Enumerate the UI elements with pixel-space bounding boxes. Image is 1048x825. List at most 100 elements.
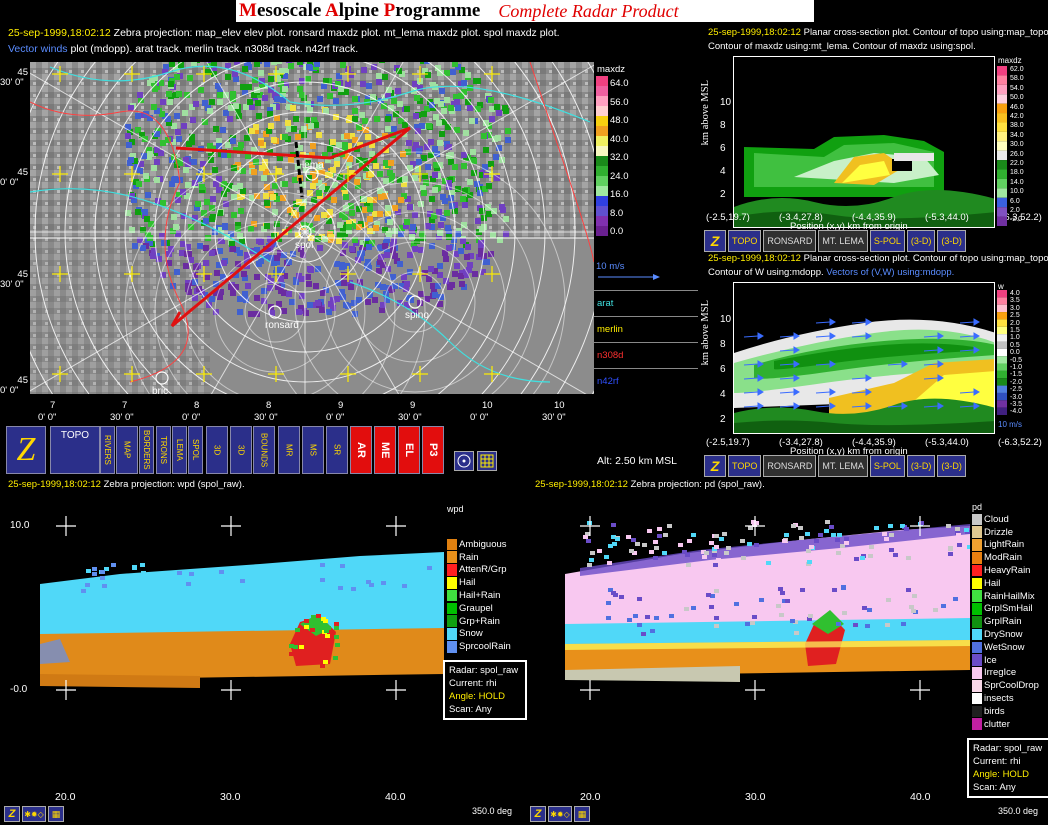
toolbar-button-borders[interactable]: BORDERS [139, 426, 154, 474]
scale-swatch [997, 312, 1007, 320]
map-vector-scale-label: 10 m/s [596, 261, 625, 272]
toolbar-button-me[interactable]: ME [374, 426, 396, 474]
xsec2-btn-4[interactable]: S-POL [869, 455, 905, 477]
toolbar-button-rivers[interactable]: RIVERS [100, 426, 115, 474]
rhi2-button-row: Z ✱✹◇ ▦ [530, 806, 590, 822]
rhi2-sun-button[interactable]: ✱✹◇ [548, 806, 572, 822]
track-legend-n42rf[interactable]: n42rf [597, 376, 619, 387]
rhi2-info-angle: Angle: HOLD [973, 769, 1029, 780]
scale-swatch [997, 188, 1007, 198]
xsec2-btn-2[interactable]: RONSARD [763, 455, 817, 477]
toolbar-button-spol[interactable]: SPOL [188, 426, 203, 474]
track-legend-arat[interactable]: arat [597, 298, 614, 309]
target-tool-button[interactable] [454, 451, 474, 471]
xs1legvals-value: 26.0 [1010, 150, 1024, 158]
legend-swatch [972, 513, 982, 526]
xs2legvals-value: 4.0 [1010, 290, 1020, 297]
lon-label-min: 0' 0" [326, 412, 345, 423]
xs2legvals-value: 2.0 [1010, 319, 1020, 327]
xs1xt-xtick: (-5.3,44.0) [925, 212, 969, 223]
legend-label: clutter [984, 718, 1010, 730]
rhi2-grid-button[interactable]: ▦ [574, 806, 590, 822]
toolbar-button-3d[interactable]: 3D [206, 426, 228, 474]
rhi1-zebra-button[interactable]: Z [4, 806, 20, 822]
legend-label: insects [984, 693, 1014, 705]
toolbar-button-mr[interactable]: MR [278, 426, 300, 474]
app-title: Mesoscale Alpine Programme [239, 0, 480, 22]
lat-label-min: 30' 0" [0, 77, 24, 88]
legend-swatch [972, 526, 982, 539]
legend-label: WetSnow [984, 641, 1025, 653]
rhi1xt-xtick: 30.0 [220, 791, 241, 803]
track-legend-merlin[interactable]: merlin [597, 324, 623, 335]
toolbar-button-3d[interactable]: 3D [230, 426, 252, 474]
map-scale-value: 16.0 [610, 189, 629, 200]
rhi1-plot[interactable] [0, 494, 444, 794]
xsec1-btn-2[interactable]: RONSARD [763, 230, 817, 252]
grid-icon: ▦ [51, 808, 61, 819]
xsec1-btn-6[interactable]: (3-D) [937, 230, 966, 252]
rhi1-grid-button[interactable]: ▦ [48, 806, 64, 822]
xsec2-ylabel: km above MSL [700, 300, 711, 366]
toolbar-button-topo[interactable]: TOPO [50, 426, 100, 474]
xsec2-btn-3[interactable]: MT. LEMA [818, 455, 868, 477]
legend-entry: AttenR/Grp [447, 564, 507, 577]
toolbar-button-p3[interactable]: P3 [422, 426, 444, 474]
rhi1-sun-button[interactable]: ✱✹◇ [22, 806, 46, 822]
toolbar-button-el[interactable]: EL [398, 426, 420, 474]
xsec2-plot[interactable] [733, 282, 995, 434]
toolbar-button-ar[interactable]: AR [350, 426, 372, 474]
title-part: A [325, 0, 339, 21]
map-scale-value: 32.0 [610, 152, 629, 163]
xsec1-button-row: Z TOPO RONSARD MT. LEMA S-POL (3-D) (3-D) [704, 230, 966, 252]
station-label-spino: spino [405, 310, 429, 321]
xsec2-btn-5[interactable]: (3-D) [906, 455, 936, 477]
xsec1-btn-1[interactable]: TOPO [728, 230, 762, 252]
legend-entry: ModRain [972, 551, 1022, 564]
toolbar-button-bounds[interactable]: BOUNDS [253, 426, 275, 474]
toolbar-button-map[interactable]: MAP [116, 426, 138, 474]
xsec2-btn-6[interactable]: (3-D) [937, 455, 966, 477]
map-legend-title: maxdz [597, 64, 625, 75]
scale-swatch [997, 378, 1007, 386]
toolbar-button-sr[interactable]: SR [326, 426, 348, 474]
track-legend-n308d[interactable]: n308d [597, 350, 624, 361]
xsec1-timestamp: 25-sep-1999,18:02:12 [708, 27, 801, 38]
scale-swatch [997, 400, 1007, 408]
toolbar-button-label: MAP [122, 441, 132, 459]
xsec2-btn-1[interactable]: TOPO [728, 455, 762, 477]
legend-swatch [972, 590, 982, 603]
grid-tool-button[interactable] [477, 451, 497, 471]
rhi1-info-scan: Scan: Any [449, 704, 492, 715]
xsec1-legend-title: maxdz [998, 56, 1022, 65]
legend-entry: birds [972, 705, 1005, 718]
legend-entry: GrplRain [972, 615, 1022, 628]
legend-entry: clutter [972, 718, 1010, 731]
map-scale-swatch [596, 196, 608, 206]
xs1legvals-value: 50.0 [1010, 94, 1024, 102]
toolbar-button-trons[interactable]: TRONS [156, 426, 171, 474]
xs2yt-ytick: 2 [720, 414, 726, 425]
toolbar-button-z[interactable]: Z [6, 426, 46, 474]
xsec1-btn-4[interactable]: S-POL [869, 230, 905, 252]
rhi1-button-row: Z ✱✹◇ ▦ [4, 806, 64, 822]
toolbar-button-ms[interactable]: MS [302, 426, 324, 474]
scale-swatch [997, 103, 1007, 114]
rhi1-info-box: Radar: spol_raw Current: rhi Angle: HOLD… [443, 660, 527, 720]
xsec1-btn-5[interactable]: (3-D) [906, 230, 936, 252]
rhi2-zebra-button[interactable]: Z [530, 806, 546, 822]
xsec1-plot[interactable] [733, 56, 995, 228]
xsec1-btn-0[interactable]: Z [704, 230, 726, 252]
legend-swatch [972, 551, 982, 564]
radar-map[interactable]: lema spol ronsard spino bric [30, 62, 594, 394]
rhi2-description: Zebra projection: pd (spol_raw). [630, 479, 765, 490]
legend-entry: Ambiguous [447, 538, 507, 551]
xsec2-btn-0[interactable]: Z [704, 455, 726, 477]
rhi2-plot[interactable] [540, 494, 970, 794]
xs2legvals-value: -2.0 [1010, 378, 1023, 386]
xs2legvals-value: 2.5 [1010, 312, 1020, 320]
altitude-readout: Alt: 2.50 km MSL [597, 455, 677, 467]
rhi2-info-current: Current: rhi [973, 756, 1021, 767]
xsec1-btn-3[interactable]: MT. LEMA [818, 230, 868, 252]
toolbar-button-lema[interactable]: LEMA [172, 426, 187, 474]
